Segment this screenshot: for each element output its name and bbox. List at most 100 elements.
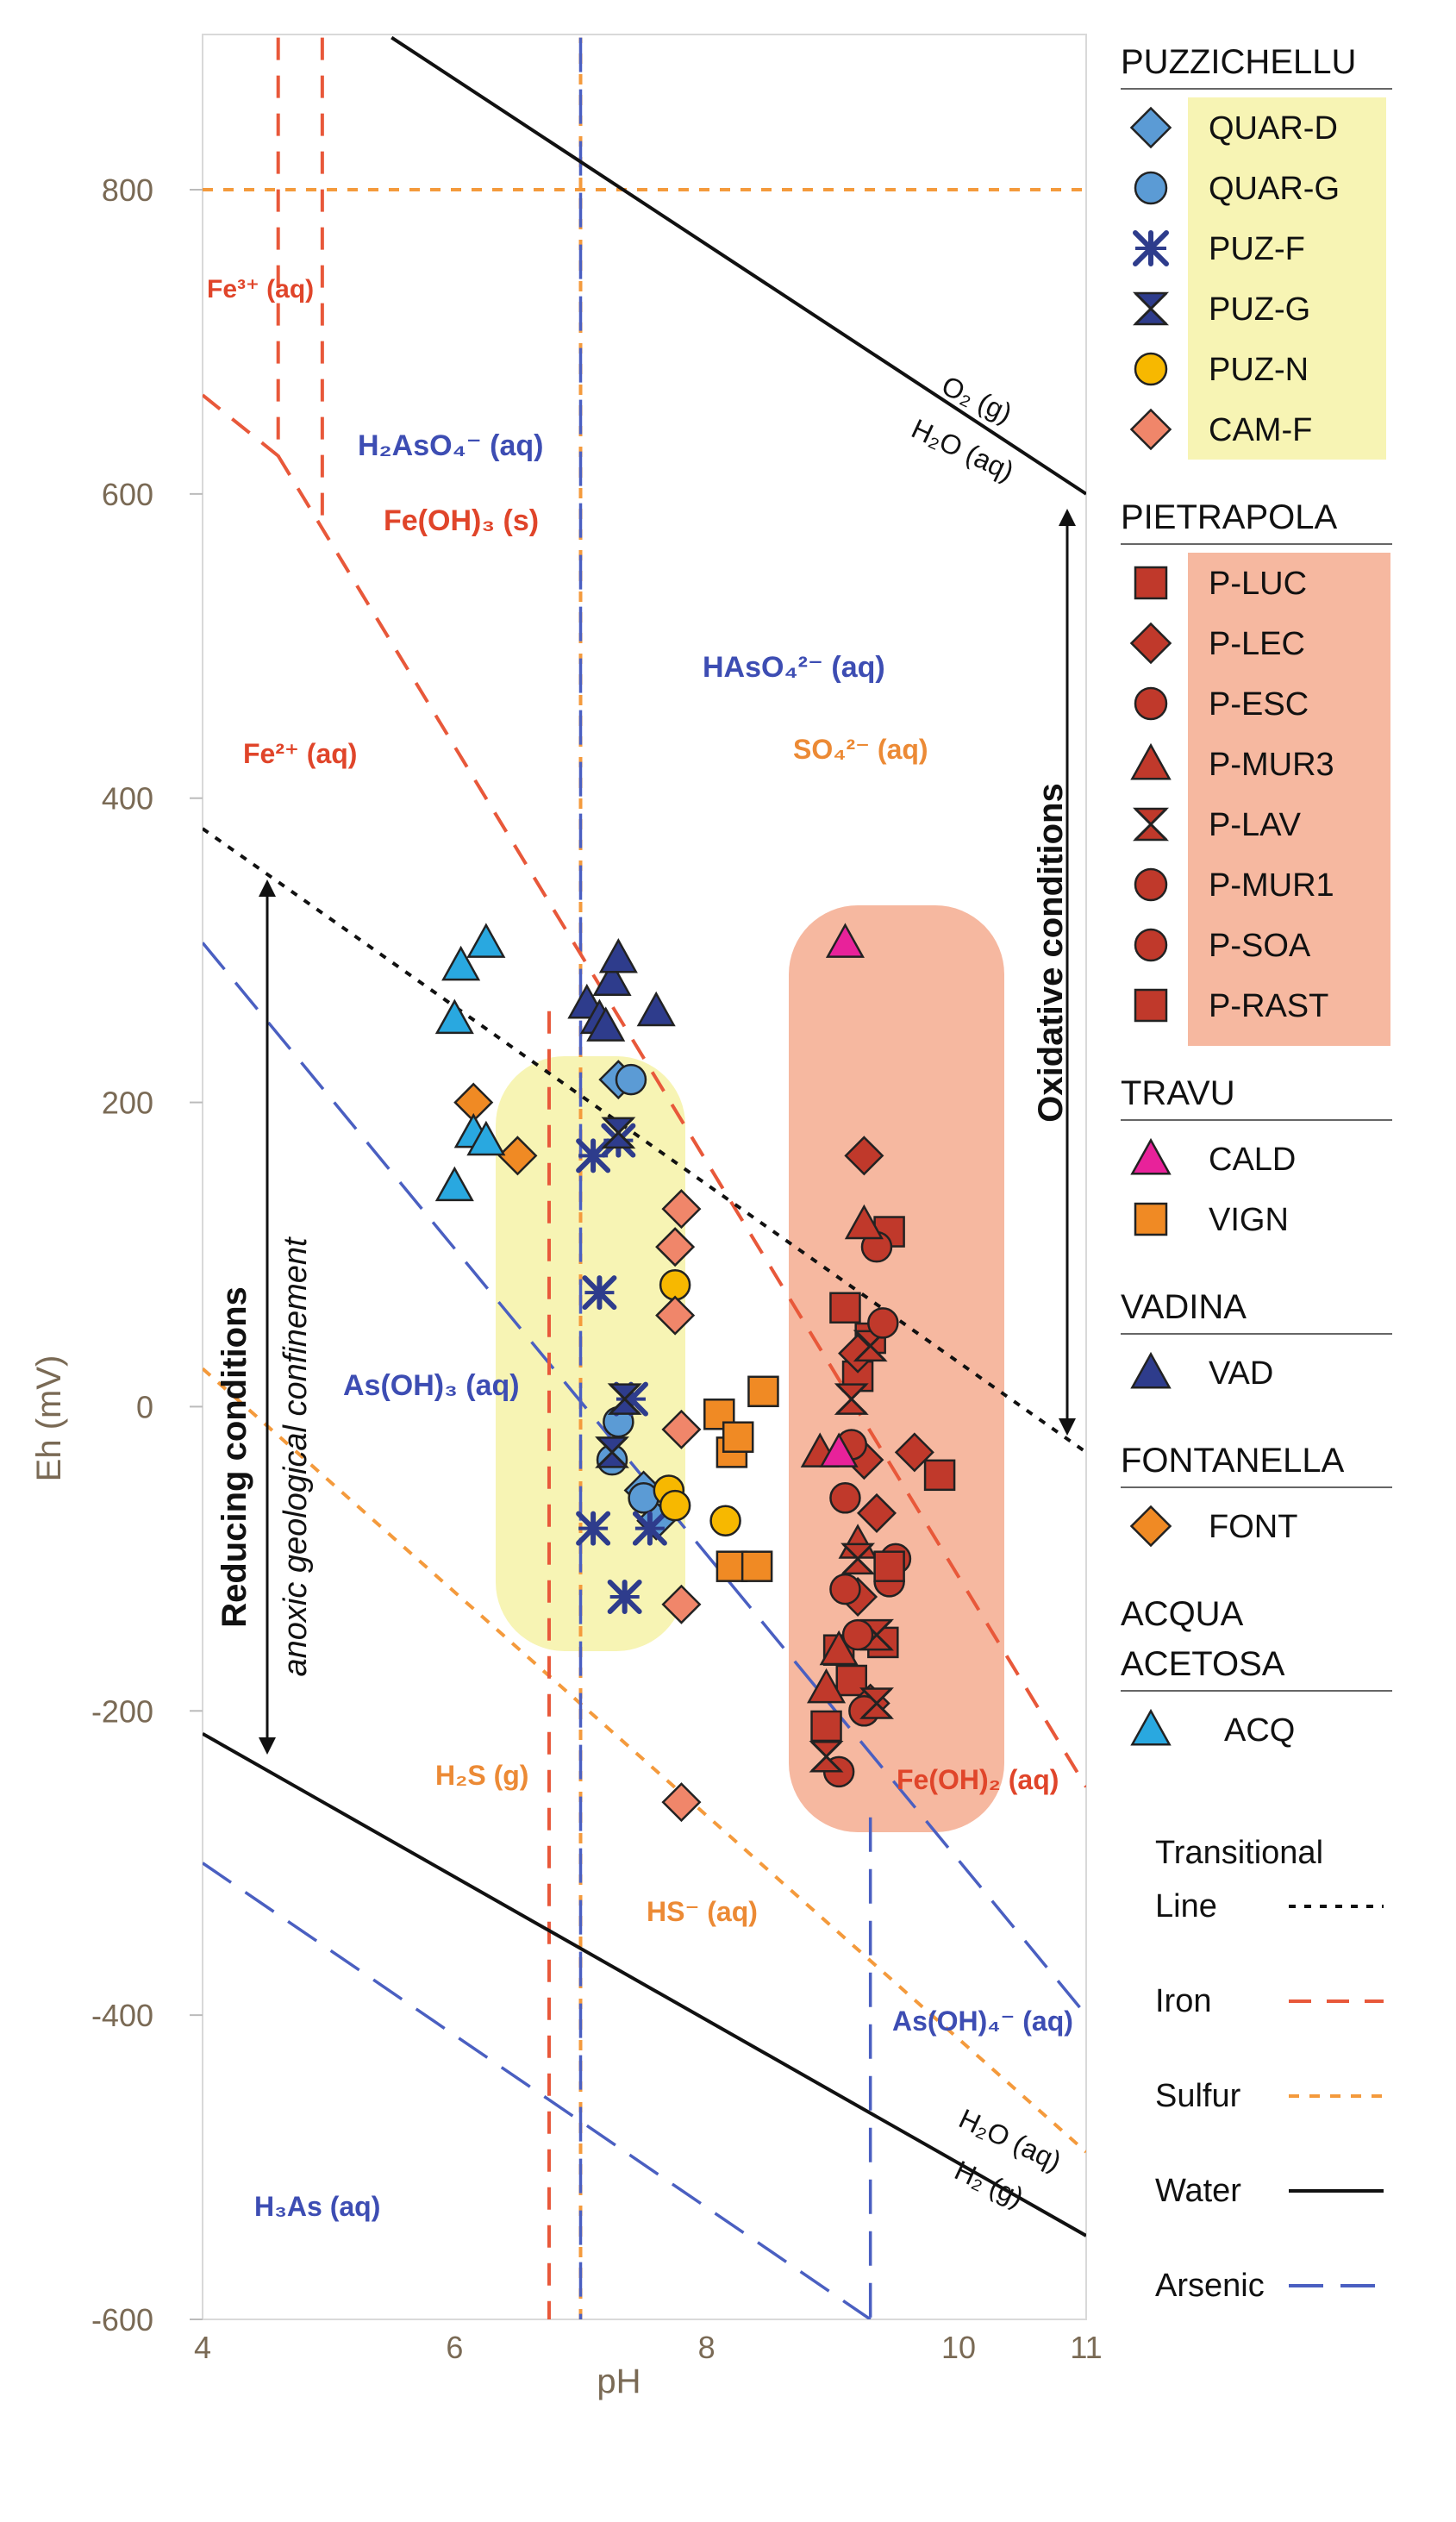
- data-point-puz-f: [576, 1511, 611, 1546]
- data-point-p-lav-cross: [810, 1741, 842, 1773]
- legend-label-cam-f: CAM-F: [1209, 412, 1312, 448]
- water-line-lower: [203, 1732, 1086, 2237]
- label-asoh3: As(OH)₃ (aq): [343, 1369, 520, 1402]
- series-p-mur1: [829, 1307, 899, 1514]
- legend-marker-cam-f: [1129, 408, 1172, 451]
- line-legend-label: Transitional: [1155, 1835, 1323, 1871]
- data-point-vign: [747, 1375, 779, 1408]
- legend-group-title: VADINA: [1121, 1288, 1247, 1326]
- oxidative-arrow-head-bottom: [1059, 1418, 1076, 1436]
- line-legend-label: Water: [1155, 2173, 1241, 2209]
- legend-box-pietrapola: [1188, 553, 1390, 1046]
- data-point-vad: [586, 1006, 626, 1042]
- y-tick-label: 200: [102, 1086, 153, 1121]
- data-point-p-lav-cross: [835, 1383, 867, 1415]
- data-point-puz-n: [659, 1489, 691, 1522]
- legend-label-p-lec: P-LEC: [1209, 626, 1305, 662]
- data-point-quar-g: [615, 1063, 647, 1096]
- legend-box-puzzichellu: [1188, 97, 1386, 460]
- line-legend-label: Iron: [1155, 1983, 1211, 2019]
- data-point-acq: [434, 998, 474, 1035]
- data-point-p-mur1: [867, 1307, 899, 1339]
- data-point-puz-g-cross: [603, 1117, 634, 1148]
- data-point-acq: [434, 1166, 474, 1202]
- data-point-p-luc: [829, 1292, 861, 1324]
- data-point-puz-f: [607, 1579, 642, 1614]
- data-point-p-lav: [809, 1740, 844, 1773]
- legend-label-p-mur3: P-MUR3: [1209, 747, 1334, 783]
- data-point-puz-g: [607, 1383, 642, 1415]
- legend-label-quar-g: QUAR-G: [1209, 171, 1340, 207]
- reducing-arrow-head-top: [259, 879, 276, 897]
- legend-marker-puz-f: [1133, 230, 1169, 266]
- data-point-cald: [825, 923, 865, 958]
- data-point-cam-f: [661, 1782, 702, 1823]
- y-tick-label: 800: [102, 172, 153, 208]
- data-point-font: [497, 1136, 538, 1176]
- y-tick-label: 400: [102, 781, 153, 817]
- legend-marker-vign: [1134, 1202, 1168, 1236]
- y-tick-label: 600: [102, 477, 153, 512]
- legend-label-quar-d: QUAR-D: [1209, 110, 1338, 147]
- legend-group-title: ACQUA: [1121, 1595, 1244, 1633]
- x-tick-label: 11: [1070, 2330, 1102, 2365]
- legend-group-title: PIETRAPOLA: [1121, 498, 1338, 536]
- data-point-puz-g-cross: [596, 1436, 628, 1468]
- data-point-acq: [466, 923, 506, 958]
- water-line-upper: [391, 35, 1086, 496]
- oxidative-arrow-head-top: [1059, 509, 1076, 526]
- legend-marker-font: [1129, 1505, 1172, 1548]
- data-point-p-lec: [844, 1136, 884, 1176]
- legend-label-p-soa: P-SOA: [1209, 928, 1311, 964]
- data-point-p-rast: [873, 1550, 905, 1582]
- legend-marker-quar-d: [1129, 106, 1172, 149]
- legend-marker-puz-n: [1134, 352, 1168, 386]
- data-point-p-mur3: [844, 1204, 884, 1240]
- x-tick-label: 4: [194, 2330, 211, 2365]
- data-point-p-lav: [834, 1383, 869, 1415]
- data-point-p-lec: [856, 1493, 897, 1533]
- legend-label-p-lav: P-LAV: [1209, 807, 1302, 843]
- series-cam-f: [655, 1189, 702, 1823]
- data-point-cald: [819, 1432, 859, 1468]
- legend-label-cald: CALD: [1209, 1142, 1296, 1178]
- data-point-p-luc: [810, 1710, 842, 1743]
- series-vign: [703, 1375, 779, 1582]
- legend-label-p-luc: P-LUC: [1209, 566, 1307, 602]
- legend-marker-acq: [1130, 1708, 1172, 1746]
- reducing-label: Reducing conditions: [216, 1286, 253, 1628]
- data-point-puz-g-cross: [609, 1383, 641, 1415]
- label-hs: HS⁻ (aq): [647, 1896, 758, 1927]
- label-haso4: HAsO₄²⁻ (aq): [703, 651, 885, 684]
- line-legend-label: Sulfur: [1155, 2078, 1241, 2114]
- label-h2s: H₂S (g): [435, 1760, 528, 1791]
- legend-marker-quar-g: [1134, 171, 1168, 205]
- data-point-vad: [592, 961, 632, 996]
- legend-label-p-mur1: P-MUR1: [1209, 867, 1334, 904]
- legend-marker-puz-g: [1132, 291, 1170, 326]
- data-point-cam-f: [661, 1584, 702, 1624]
- data-point-vign: [722, 1421, 754, 1453]
- x-tick-label: 6: [446, 2330, 463, 2365]
- legend-label-vign: VIGN: [1209, 1202, 1289, 1238]
- data-point-cam-f: [655, 1295, 696, 1336]
- data-point-p-lav-cross: [842, 1543, 874, 1574]
- data-point-acq: [466, 1120, 506, 1156]
- y-tick-label: 0: [136, 1389, 153, 1424]
- data-point-puz-g: [601, 1117, 636, 1149]
- iron-line-diag-feoh3: [276, 454, 1086, 1788]
- legend-marker-cald: [1130, 1137, 1172, 1175]
- series-vad: [567, 937, 676, 1042]
- data-point-puz-f: [582, 1275, 617, 1311]
- y-axis-title: Eh (mV): [30, 1355, 68, 1482]
- data-point-p-lav: [859, 1687, 895, 1719]
- x-tick-label: 10: [941, 2330, 976, 2365]
- x-tick-label: 8: [698, 2330, 716, 2365]
- data-point-acq: [441, 945, 481, 981]
- data-point-vign: [740, 1550, 773, 1582]
- legend-group-title: PUZZICHELLU: [1121, 43, 1356, 81]
- data-point-puz-n: [659, 1269, 691, 1301]
- data-point-p-luc: [923, 1459, 956, 1492]
- iron-line-diag-fe3: [203, 393, 279, 458]
